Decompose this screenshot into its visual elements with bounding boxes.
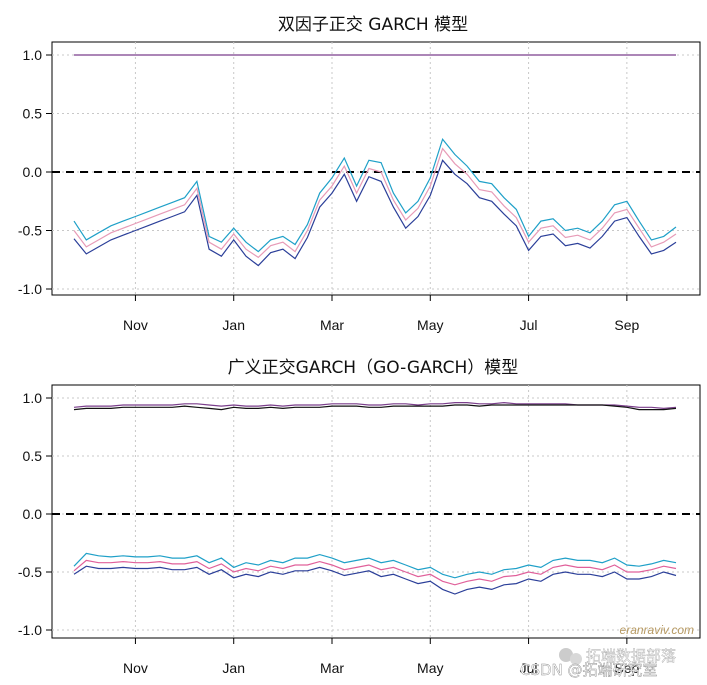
x-tick-label: Jul <box>520 660 538 676</box>
csdn-watermark: CSDN @拓端研究室 <box>520 661 658 679</box>
y-tick-label: 1.0 <box>23 390 43 406</box>
y-tick-label: -0.5 <box>18 564 42 580</box>
series-line-1 <box>73 137 677 253</box>
y-tick-label: 0.5 <box>23 448 43 464</box>
top-grid <box>52 42 700 295</box>
y-tick-label: -1.0 <box>18 281 42 297</box>
series-line-1 <box>73 404 677 411</box>
y-tick-label: -1.0 <box>18 622 42 638</box>
top-series <box>73 54 677 267</box>
y-tick-label: -0.5 <box>18 223 42 239</box>
x-tick-label: Mar <box>320 317 344 333</box>
site-watermark: eranraviv.com <box>620 623 694 637</box>
bottom-panel: 广义正交GARCH（GO-GARCH）模型 1.00.50.0-0.5-1.0 … <box>18 358 701 676</box>
wechat-watermark: 拓端数据部落 <box>559 647 676 665</box>
wechat-icon-bubble <box>570 653 582 665</box>
top-chart-title: 双因子正交 GARCH 模型 <box>278 15 468 35</box>
x-tick-label: Jan <box>222 660 245 676</box>
y-tick-label: 0.0 <box>23 164 43 180</box>
wechat-icon <box>559 648 573 662</box>
series-line-3 <box>73 559 677 586</box>
x-tick-label: Jan <box>222 317 245 333</box>
series-line-3 <box>73 159 677 267</box>
x-tick-label: May <box>417 317 443 333</box>
wechat-account-label: 拓端数据部落 <box>586 647 676 665</box>
top-panel: 双因子正交 GARCH 模型 1.0 0.5 0.0 -0.5 -1.0 Nov Jan M… <box>18 15 701 333</box>
x-tick-label: Mar <box>320 660 344 676</box>
top-x-axis: Nov Jan Mar May Jul Sep <box>123 295 640 333</box>
y-tick-label: 0.0 <box>23 506 43 522</box>
top-plot-frame <box>51 41 701 296</box>
bottom-x-axis: Nov Jan Mar May Jul Sep <box>123 638 640 676</box>
bottom-plot-frame <box>51 384 701 639</box>
x-tick-label: May <box>417 660 443 676</box>
y-tick-label: 1.0 <box>23 47 43 63</box>
x-tick-label: Jul <box>520 317 538 333</box>
x-tick-label: Sep <box>614 317 639 333</box>
x-tick-label: Sep <box>614 660 639 676</box>
series-line-4 <box>73 565 677 595</box>
x-tick-label: Nov <box>123 317 148 333</box>
bottom-grid <box>52 385 700 638</box>
bottom-chart-title: 广义正交GARCH（GO-GARCH）模型 <box>228 358 519 378</box>
top-y-axis: 1.0 0.5 0.0 -0.5 -1.0 <box>18 47 52 297</box>
bottom-y-axis: 1.0 0.5 0.0 -0.5 -1.0 <box>18 390 52 638</box>
series-line-2 <box>73 552 677 579</box>
series-line-2 <box>73 147 677 259</box>
y-tick-label: 0.5 <box>23 106 43 122</box>
x-tick-label: Nov <box>123 660 148 676</box>
bottom-series <box>73 401 677 595</box>
